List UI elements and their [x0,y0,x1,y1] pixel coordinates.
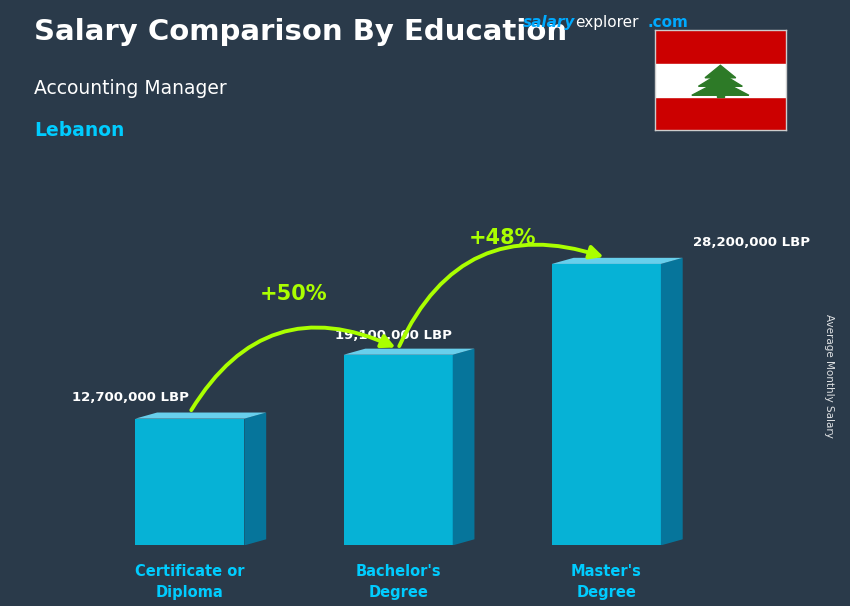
Polygon shape [692,80,749,95]
Polygon shape [660,258,683,545]
Text: 19,100,000 LBP: 19,100,000 LBP [335,329,451,342]
Polygon shape [452,348,474,545]
Text: Accounting Manager: Accounting Manager [34,79,227,98]
Polygon shape [343,348,474,355]
Polygon shape [552,258,683,264]
Text: 12,700,000 LBP: 12,700,000 LBP [72,391,189,404]
Bar [654,64,786,97]
Polygon shape [244,413,266,545]
Bar [717,93,724,97]
Polygon shape [705,65,736,78]
Text: Average Monthly Salary: Average Monthly Salary [824,314,834,438]
Text: Bachelor's
Degree: Bachelor's Degree [355,564,441,600]
Text: 28,200,000 LBP: 28,200,000 LBP [693,236,809,249]
Text: Master's
Degree: Master's Degree [571,564,642,600]
Polygon shape [552,264,660,545]
Bar [654,30,786,64]
Text: explorer: explorer [575,15,639,30]
Text: +50%: +50% [260,284,328,304]
Polygon shape [699,73,742,86]
Text: Lebanon: Lebanon [34,121,124,140]
Text: salary: salary [523,15,575,30]
Polygon shape [135,413,266,419]
Polygon shape [135,419,244,545]
Text: +48%: +48% [468,228,536,248]
Bar [654,97,786,130]
Text: .com: .com [648,15,689,30]
Polygon shape [343,355,452,545]
Text: Certificate or
Diploma: Certificate or Diploma [135,564,245,600]
Text: Salary Comparison By Education: Salary Comparison By Education [34,18,567,46]
